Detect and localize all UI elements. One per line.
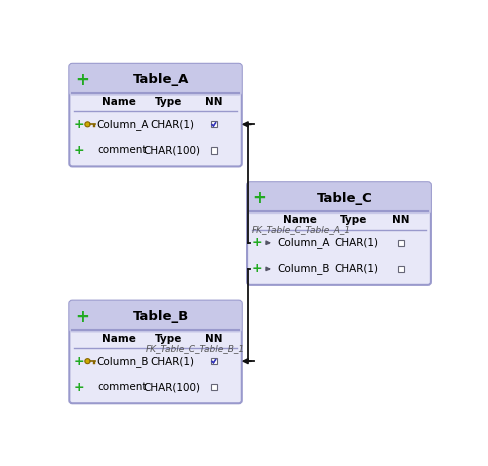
- Text: NN: NN: [205, 97, 223, 107]
- Text: FK_Table_C_Table_B_1: FK_Table_C_Table_B_1: [145, 344, 244, 353]
- Text: +: +: [74, 355, 84, 368]
- Circle shape: [85, 359, 90, 363]
- Circle shape: [85, 122, 90, 127]
- Bar: [211, 121, 217, 127]
- Text: Table_C: Table_C: [317, 192, 372, 205]
- Bar: [211, 358, 217, 364]
- Text: +: +: [75, 71, 89, 89]
- Bar: [72, 316, 239, 329]
- Text: comment: comment: [98, 145, 147, 156]
- Bar: [72, 80, 239, 93]
- FancyBboxPatch shape: [69, 301, 242, 333]
- Bar: [211, 147, 217, 153]
- Text: Type: Type: [340, 215, 367, 226]
- FancyBboxPatch shape: [69, 64, 242, 96]
- Text: FK_Table_C_Table_A_1: FK_Table_C_Table_A_1: [252, 225, 351, 234]
- Bar: [398, 266, 405, 272]
- FancyBboxPatch shape: [69, 301, 242, 403]
- FancyBboxPatch shape: [247, 182, 431, 214]
- Bar: [211, 384, 217, 391]
- Text: +: +: [253, 189, 266, 207]
- Text: Column_B: Column_B: [96, 356, 148, 367]
- Text: Name: Name: [283, 215, 317, 226]
- Text: NN: NN: [205, 334, 223, 344]
- Text: Table_A: Table_A: [133, 73, 189, 86]
- Text: CHAR(1): CHAR(1): [335, 238, 379, 248]
- Text: +: +: [74, 118, 84, 131]
- Text: +: +: [252, 236, 262, 249]
- Text: CHAR(1): CHAR(1): [150, 119, 194, 130]
- Text: CHAR(100): CHAR(100): [143, 145, 201, 156]
- Text: +: +: [74, 144, 84, 157]
- Text: +: +: [252, 262, 262, 275]
- Text: +: +: [74, 381, 84, 394]
- Text: +: +: [75, 308, 89, 326]
- FancyBboxPatch shape: [69, 64, 242, 166]
- Text: Type: Type: [155, 334, 183, 344]
- Text: Column_B: Column_B: [277, 263, 330, 274]
- Text: Name: Name: [102, 97, 136, 107]
- Text: comment: comment: [98, 382, 147, 392]
- Text: Column_A: Column_A: [277, 237, 330, 248]
- Text: Column_A: Column_A: [96, 119, 148, 130]
- Bar: [398, 240, 405, 246]
- Text: CHAR(100): CHAR(100): [143, 382, 201, 392]
- Text: Table_B: Table_B: [133, 310, 189, 323]
- Bar: [250, 198, 428, 211]
- FancyBboxPatch shape: [247, 182, 431, 285]
- Text: Name: Name: [102, 334, 136, 344]
- Text: Type: Type: [155, 97, 183, 107]
- Text: CHAR(1): CHAR(1): [150, 356, 194, 366]
- Text: NN: NN: [392, 215, 410, 226]
- Text: CHAR(1): CHAR(1): [335, 264, 379, 274]
